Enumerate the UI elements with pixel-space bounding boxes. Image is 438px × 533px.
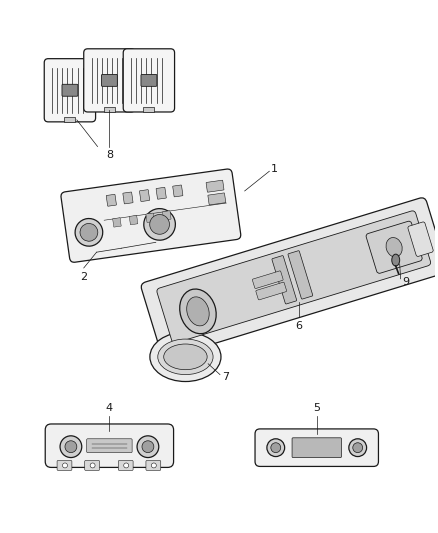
Circle shape (137, 436, 159, 457)
FancyBboxPatch shape (84, 49, 135, 112)
Text: 5: 5 (313, 403, 320, 413)
FancyBboxPatch shape (123, 49, 175, 112)
FancyBboxPatch shape (146, 213, 155, 222)
FancyBboxPatch shape (208, 193, 226, 205)
FancyBboxPatch shape (141, 75, 157, 86)
Circle shape (267, 439, 285, 457)
Ellipse shape (158, 339, 213, 375)
FancyBboxPatch shape (146, 461, 161, 471)
FancyBboxPatch shape (139, 190, 150, 201)
FancyBboxPatch shape (141, 198, 438, 358)
FancyBboxPatch shape (366, 221, 422, 273)
Circle shape (349, 439, 367, 457)
FancyBboxPatch shape (162, 211, 171, 220)
FancyBboxPatch shape (64, 117, 75, 122)
FancyBboxPatch shape (144, 107, 154, 112)
FancyBboxPatch shape (87, 439, 132, 453)
FancyBboxPatch shape (118, 461, 133, 471)
Text: 6: 6 (296, 321, 303, 332)
Ellipse shape (150, 332, 221, 382)
FancyBboxPatch shape (62, 84, 78, 96)
Circle shape (75, 219, 103, 246)
Text: 7: 7 (222, 372, 229, 382)
Ellipse shape (164, 344, 207, 370)
Circle shape (90, 463, 95, 468)
Text: 2: 2 (80, 272, 87, 282)
Text: 4: 4 (106, 403, 113, 413)
FancyBboxPatch shape (255, 429, 378, 466)
FancyBboxPatch shape (61, 169, 241, 262)
FancyBboxPatch shape (129, 215, 138, 225)
Ellipse shape (180, 289, 216, 334)
FancyBboxPatch shape (288, 251, 313, 299)
Circle shape (144, 208, 175, 240)
FancyBboxPatch shape (44, 59, 95, 122)
FancyBboxPatch shape (272, 256, 297, 304)
FancyBboxPatch shape (123, 192, 133, 204)
FancyBboxPatch shape (85, 461, 99, 471)
Circle shape (124, 463, 129, 468)
Circle shape (150, 214, 170, 235)
FancyBboxPatch shape (408, 222, 433, 256)
Circle shape (80, 223, 98, 241)
FancyBboxPatch shape (102, 75, 117, 86)
FancyBboxPatch shape (45, 424, 173, 467)
Text: 1: 1 (271, 164, 278, 174)
Text: 8: 8 (106, 149, 113, 159)
Circle shape (142, 441, 154, 453)
Ellipse shape (392, 254, 400, 266)
Circle shape (353, 443, 363, 453)
FancyBboxPatch shape (156, 187, 166, 199)
Ellipse shape (386, 238, 402, 257)
Circle shape (60, 436, 82, 457)
FancyBboxPatch shape (252, 271, 283, 288)
FancyBboxPatch shape (256, 282, 286, 300)
FancyBboxPatch shape (57, 461, 72, 471)
FancyBboxPatch shape (157, 211, 431, 343)
Circle shape (63, 463, 67, 468)
Ellipse shape (187, 297, 209, 326)
FancyBboxPatch shape (173, 185, 183, 197)
FancyBboxPatch shape (206, 180, 224, 192)
Text: 9: 9 (403, 277, 410, 287)
FancyBboxPatch shape (113, 217, 121, 227)
Circle shape (152, 463, 156, 468)
FancyBboxPatch shape (106, 195, 117, 206)
FancyBboxPatch shape (104, 107, 115, 112)
Circle shape (65, 441, 77, 453)
FancyBboxPatch shape (292, 438, 342, 457)
Circle shape (271, 443, 281, 453)
